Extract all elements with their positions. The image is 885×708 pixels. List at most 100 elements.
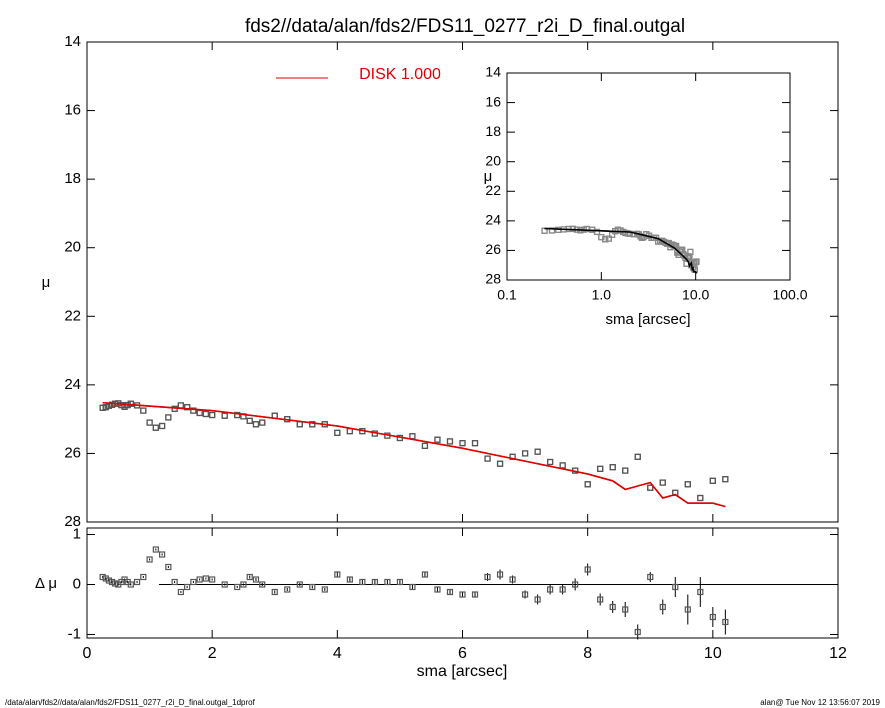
data-point (202, 410, 210, 418)
residual-point (112, 580, 119, 587)
data-point (202, 410, 210, 418)
y-tick-label: 28 (485, 271, 501, 287)
residual-point (622, 606, 629, 613)
residual-point (647, 573, 654, 581)
x-tick-label: 8 (583, 645, 592, 662)
residual-point (709, 613, 716, 621)
residual-point (246, 573, 253, 581)
data-point (146, 419, 153, 426)
residual-point (659, 603, 666, 611)
x-tick-label: 10.0 (682, 287, 709, 303)
x-tick-label: 10 (704, 645, 722, 662)
residual-point (105, 577, 113, 584)
y-tick-label: 16 (64, 102, 81, 119)
y-tick-label: 16 (485, 93, 501, 109)
data-point (509, 453, 516, 460)
x-tick-label: 4 (333, 645, 342, 662)
data-point (434, 436, 441, 443)
y-tick-label: 22 (64, 307, 81, 324)
data-point (102, 404, 109, 411)
data-point (259, 419, 266, 426)
residual-point (609, 603, 616, 611)
data-point (346, 428, 353, 435)
data-point (221, 412, 228, 419)
data-point (409, 433, 416, 440)
inset-point (593, 228, 601, 236)
data-point (697, 494, 704, 502)
data-point (127, 400, 134, 407)
residual-point (484, 573, 491, 581)
residual-point (446, 588, 454, 596)
data-point (459, 440, 466, 447)
residual-y-label: Δ μ (35, 575, 57, 592)
data-point (165, 414, 172, 421)
data-point (559, 462, 566, 469)
residual-point (459, 591, 466, 598)
x-tick-label: 100.0 (772, 287, 807, 303)
data-point (659, 479, 666, 486)
data-point (521, 450, 529, 457)
data-point (609, 464, 616, 471)
residual-point (234, 583, 241, 591)
data-point (209, 411, 216, 419)
data-point (140, 407, 147, 414)
residual-point (722, 618, 729, 626)
inset-point (692, 259, 699, 266)
residual-point (359, 578, 366, 586)
data-point (459, 440, 466, 447)
chart-title: fds2//data/alan/fds2/FDS11_0277_r2i_D_fi… (245, 16, 685, 37)
residual-point (396, 578, 404, 586)
data-point (196, 409, 203, 417)
y-tick-label: 18 (64, 170, 81, 187)
residual-point (184, 583, 191, 591)
data-point (496, 460, 504, 467)
data-point (697, 494, 704, 502)
data-point (584, 481, 591, 488)
x-tick-label: 2 (208, 645, 217, 662)
residual-point (334, 571, 341, 578)
data-point (547, 458, 554, 466)
inset-point (548, 227, 556, 234)
data-point (252, 421, 260, 428)
residual-point (672, 583, 679, 591)
y-tick-label: 1 (73, 525, 81, 542)
residual-point (371, 578, 378, 586)
residual-point (471, 591, 479, 598)
residual-point (146, 556, 153, 563)
residual-point (221, 581, 228, 588)
data-point (118, 401, 125, 409)
data-point (259, 419, 266, 426)
data-point (534, 448, 541, 455)
data-point (409, 433, 416, 440)
y-axis-label: μ (42, 274, 51, 291)
residual-point (697, 588, 704, 596)
data-point (559, 462, 566, 469)
plot-frame (86, 41, 839, 523)
data-point (659, 479, 666, 486)
data-point (622, 467, 629, 474)
data-point (246, 417, 253, 424)
residual-point (209, 576, 216, 583)
data-point (99, 404, 106, 411)
data-point (296, 421, 303, 428)
residual-point (284, 586, 291, 593)
data-point (534, 448, 541, 455)
data-point (209, 411, 216, 419)
residual-point (196, 576, 203, 583)
residual-point (202, 575, 210, 582)
residual-point (140, 573, 147, 581)
residual-point (547, 586, 554, 593)
y-tick-label: 20 (64, 239, 81, 256)
residual-point (572, 581, 579, 588)
inset-point (687, 248, 694, 256)
data-point (152, 424, 159, 431)
data-point (584, 481, 591, 488)
y-tick-label: 24 (485, 212, 501, 228)
model-line (102, 401, 726, 508)
footer-left: /data/alan/fds2//data/alan/fds2/FDS11_02… (5, 698, 256, 707)
data-point (609, 464, 616, 471)
inset-point (541, 227, 548, 234)
inset-y-label: μ (484, 168, 493, 185)
residual-point (165, 563, 172, 571)
